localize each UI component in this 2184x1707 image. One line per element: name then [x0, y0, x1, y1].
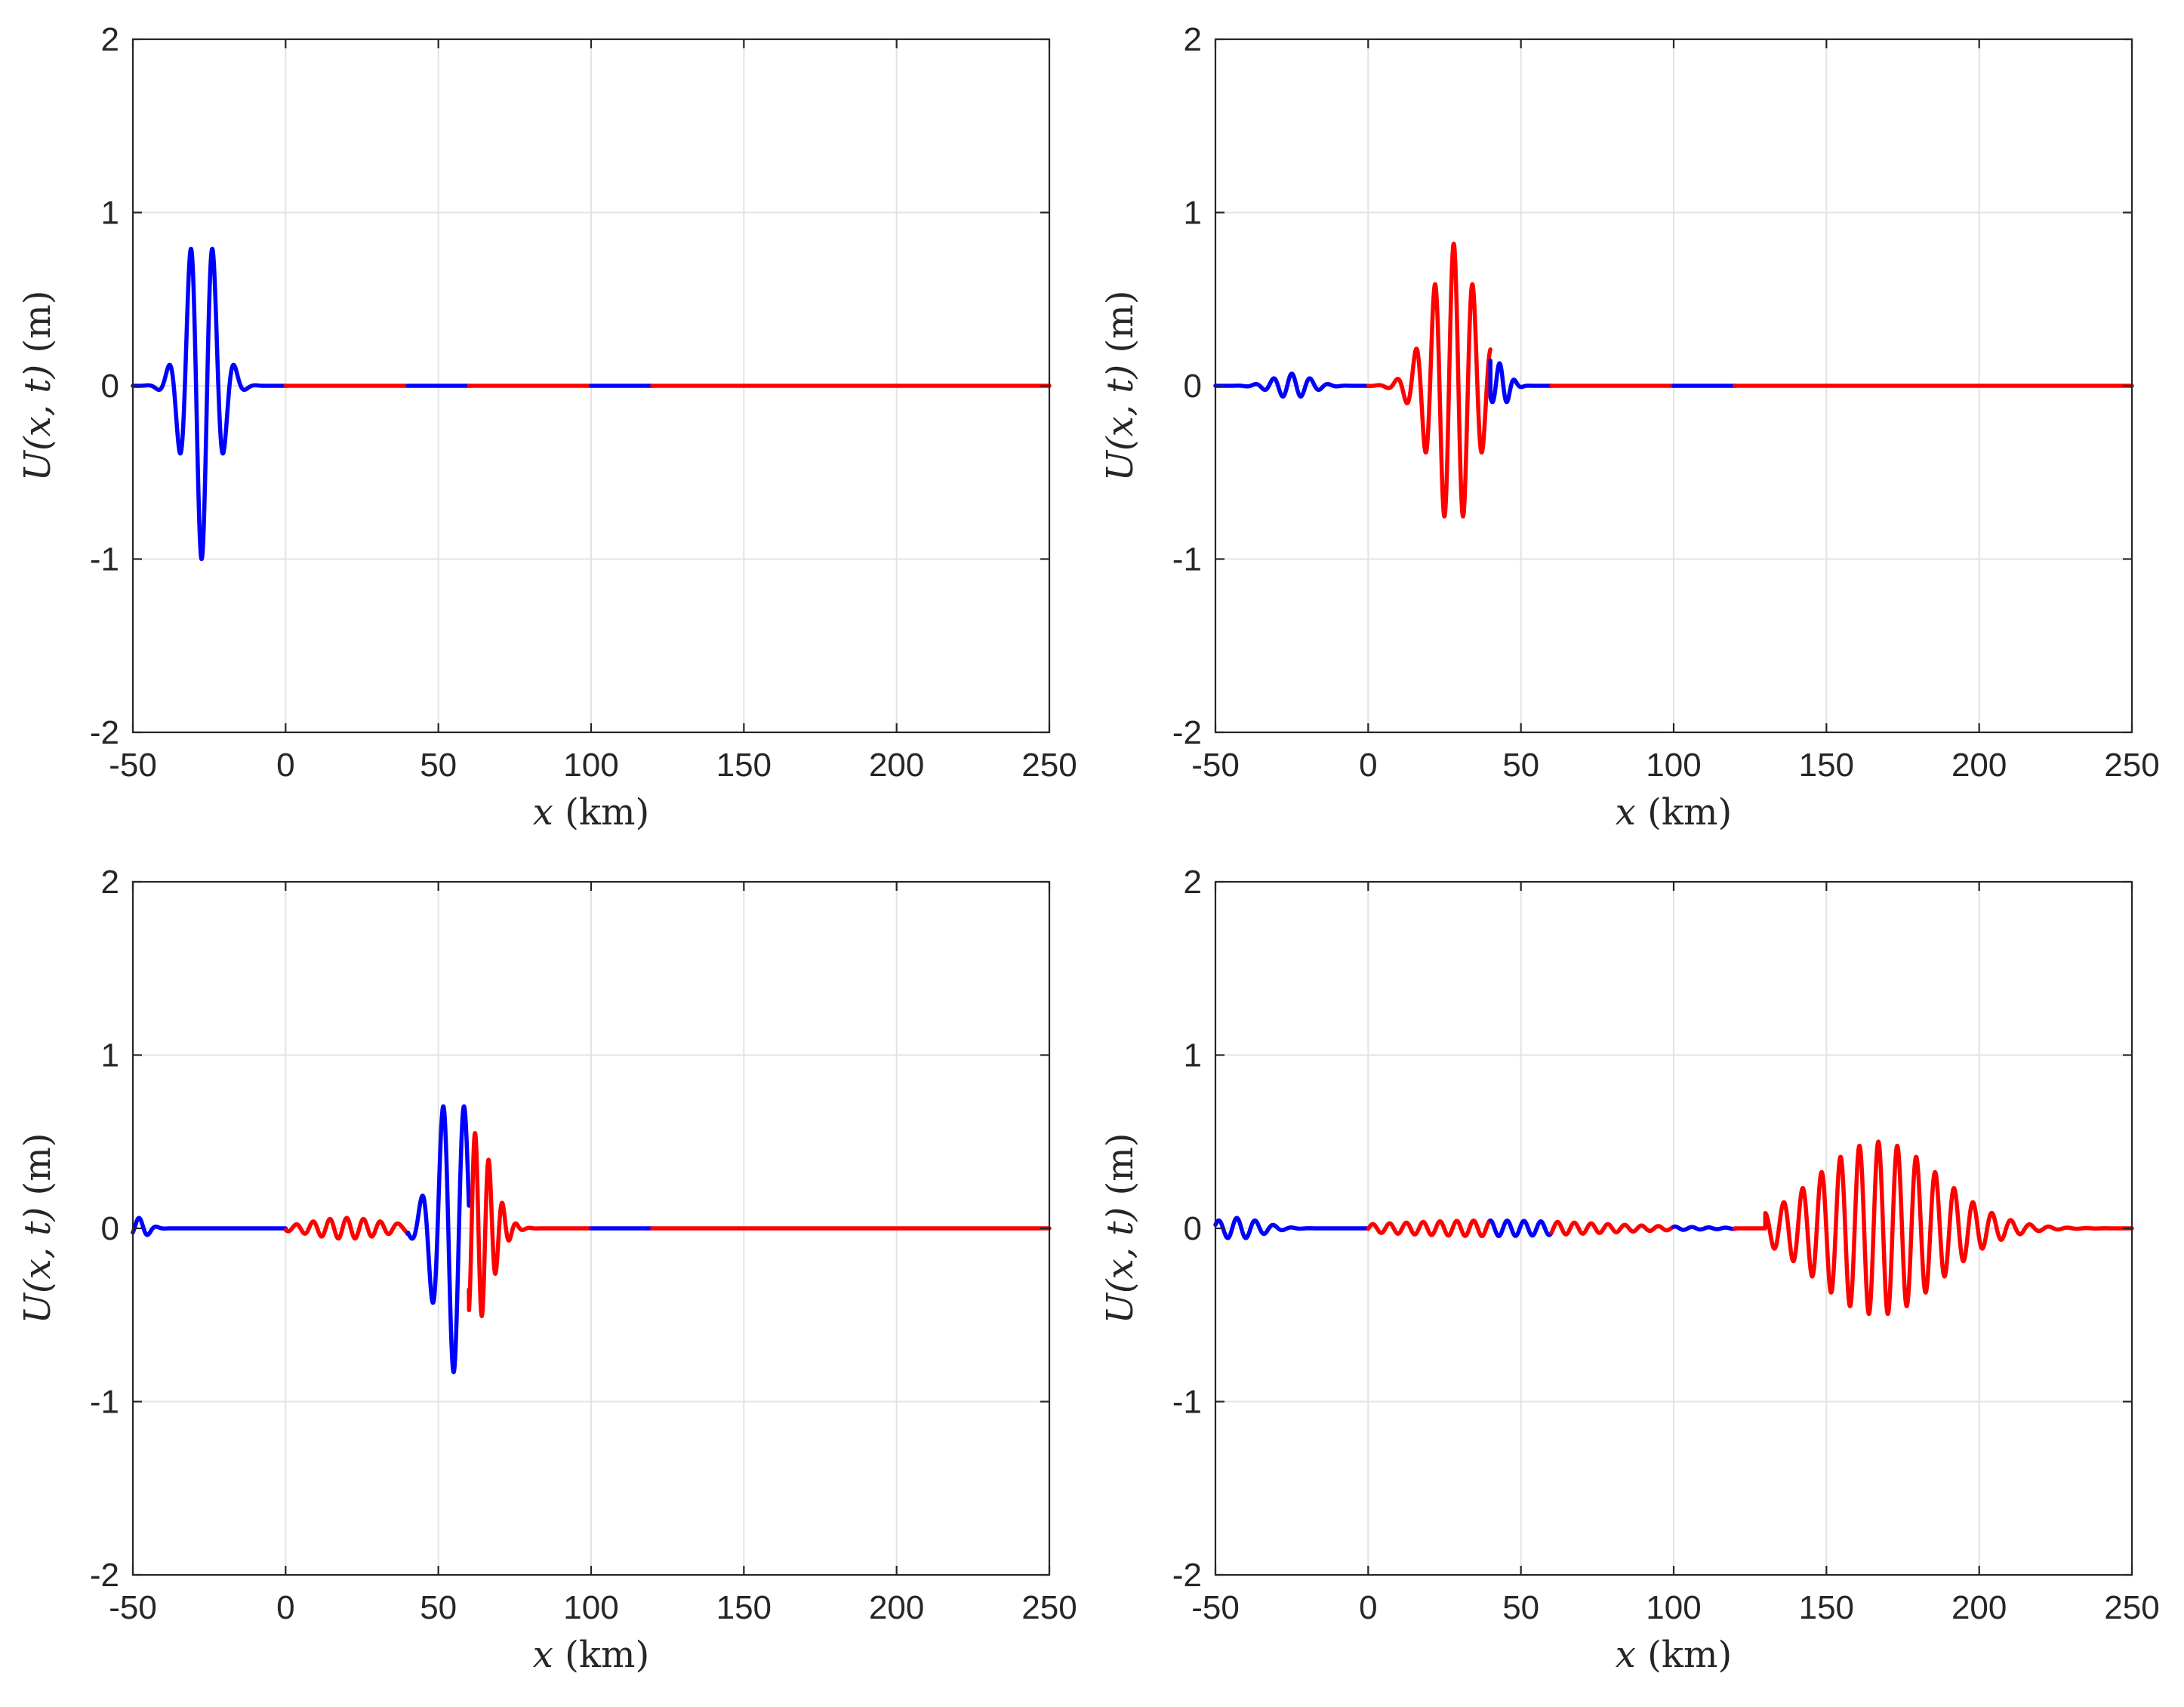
y-tick-label: -1	[1172, 541, 1202, 578]
x-tick-label: 0	[276, 1589, 294, 1626]
x-axis-label-unit: (km)	[1636, 791, 1732, 833]
series-segment-blue-0	[131, 1216, 288, 1237]
y-tick-label: 0	[101, 368, 119, 405]
y-axis-label-unit: (m)	[1099, 1132, 1141, 1206]
series-segment-blue-2	[1488, 1218, 1554, 1239]
y-tick-label: -1	[90, 1384, 119, 1421]
series-segment-blue-0	[1213, 371, 1371, 399]
x-tick-label: 200	[869, 1589, 924, 1626]
y-tick-label: 2	[1184, 864, 1202, 901]
x-axis-label-unit: (km)	[553, 1634, 649, 1676]
x-tick-label: 150	[716, 747, 772, 784]
y-axis-label-unit: (m)	[17, 290, 59, 364]
y-tick-label: 1	[101, 195, 119, 232]
y-tick-label: 2	[101, 21, 119, 58]
x-axis-label-var: x	[1616, 791, 1636, 833]
y-tick-label: 2	[101, 864, 119, 901]
x-axis-label: x (km)	[533, 791, 649, 833]
x-tick-label: 250	[2104, 1589, 2159, 1626]
y-tick-label: -2	[1172, 714, 1202, 751]
series-segment-red-5	[1733, 1139, 2134, 1317]
y-axis-label-var: U(x, t)	[1099, 1207, 1141, 1324]
x-tick-label: -50	[109, 747, 157, 784]
y-axis-label-var: U(x, t)	[17, 1207, 59, 1324]
series-segment-blue-2	[1488, 358, 1554, 405]
y-tick-label: -2	[90, 714, 119, 751]
x-axis-label: x (km)	[533, 1634, 649, 1676]
x-tick-label: 250	[2104, 747, 2159, 784]
y-axis-label: U(x, t) (m)	[1099, 290, 1141, 481]
x-tick-label: -50	[1191, 747, 1240, 784]
series-segment-red-3	[467, 1131, 593, 1318]
y-axis-label: U(x, t) (m)	[17, 1132, 59, 1323]
x-tick-label: 50	[1502, 1589, 1539, 1626]
y-tick-label: -1	[1172, 1384, 1202, 1421]
y-tick-label: -2	[1172, 1557, 1202, 1594]
y-tick-label: 1	[1184, 195, 1202, 232]
x-tick-label: 150	[1799, 747, 1854, 784]
y-axis-label: U(x, t) (m)	[17, 290, 59, 481]
y-tick-label: 0	[101, 1210, 119, 1247]
x-axis-label-var: x	[1616, 1634, 1636, 1676]
series-segment-red-1	[1366, 1218, 1492, 1239]
y-tick-label: 1	[101, 1037, 119, 1074]
series-segment-blue-4	[1671, 1224, 1737, 1232]
x-tick-label: 0	[1359, 1589, 1377, 1626]
x-tick-label: 200	[869, 747, 924, 784]
x-tick-label: 100	[1646, 1589, 1701, 1626]
y-tick-label: 1	[1184, 1037, 1202, 1074]
x-axis-label-unit: (km)	[1636, 1634, 1732, 1676]
x-tick-label: 250	[1021, 747, 1077, 784]
x-tick-label: 100	[563, 747, 618, 784]
y-axis-label: U(x, t) (m)	[1099, 1132, 1141, 1323]
y-axis-label-unit: (m)	[17, 1132, 59, 1206]
chart-panel-top-left: -50 0 50 100 150 200 250 -2 -1 0 1 2 x (km) U(x, t) (…	[17, 21, 1077, 833]
x-tick-label: 150	[716, 1589, 772, 1626]
y-tick-label: -2	[90, 1557, 119, 1594]
series-segment-blue-0	[1213, 1216, 1371, 1240]
y-tick-label: -1	[90, 541, 119, 578]
chart-panel-bottom-left: -50 0 50 100 150 200 250 -2 -1 0 1 2 x (km) U(x, t) (…	[17, 864, 1077, 1676]
x-tick-label: 100	[563, 1589, 618, 1626]
y-axis-label-var: U(x, t)	[1099, 365, 1141, 482]
series-segment-red-3	[1549, 1219, 1676, 1237]
y-axis-label-var: U(x, t)	[17, 365, 59, 482]
x-tick-label: 200	[1951, 747, 2007, 784]
series-segment-red-1	[1366, 242, 1492, 519]
y-tick-label: 2	[1184, 21, 1202, 58]
x-tick-label: 0	[1359, 747, 1377, 784]
x-tick-label: 200	[1951, 1589, 2007, 1626]
x-axis-label: x (km)	[1616, 791, 1732, 833]
x-axis-label-unit: (km)	[553, 791, 649, 833]
y-axis-label-unit: (m)	[1099, 290, 1141, 364]
y-tick-label: 0	[1184, 368, 1202, 405]
x-tick-label: 100	[1646, 747, 1701, 784]
x-axis-label-var: x	[533, 791, 553, 833]
x-axis-label-var: x	[533, 1634, 553, 1676]
x-tick-label: 50	[420, 1589, 457, 1626]
x-tick-label: -50	[109, 1589, 157, 1626]
x-axis-label: x (km)	[1616, 1634, 1732, 1676]
x-tick-label: 250	[1021, 1589, 1077, 1626]
series-segment-blue-2	[405, 1104, 471, 1375]
x-tick-label: 50	[420, 747, 457, 784]
chart-panel-top-right: -50 0 50 100 150 200 250 -2 -1 0 1 2 x (km) U(x, t) (…	[1099, 21, 2160, 833]
chart-panel-bottom-right: -50 0 50 100 150 200 250 -2 -1 0 1 2 x (km) U(x, t) (…	[1099, 864, 2160, 1676]
x-tick-label: 50	[1502, 747, 1539, 784]
x-tick-label: -50	[1191, 1589, 1240, 1626]
x-tick-label: 150	[1799, 1589, 1854, 1626]
y-tick-label: 0	[1184, 1210, 1202, 1247]
series-segment-blue-0	[131, 246, 288, 562]
series-segment-red-1	[283, 1216, 410, 1241]
x-tick-label: 0	[276, 747, 294, 784]
